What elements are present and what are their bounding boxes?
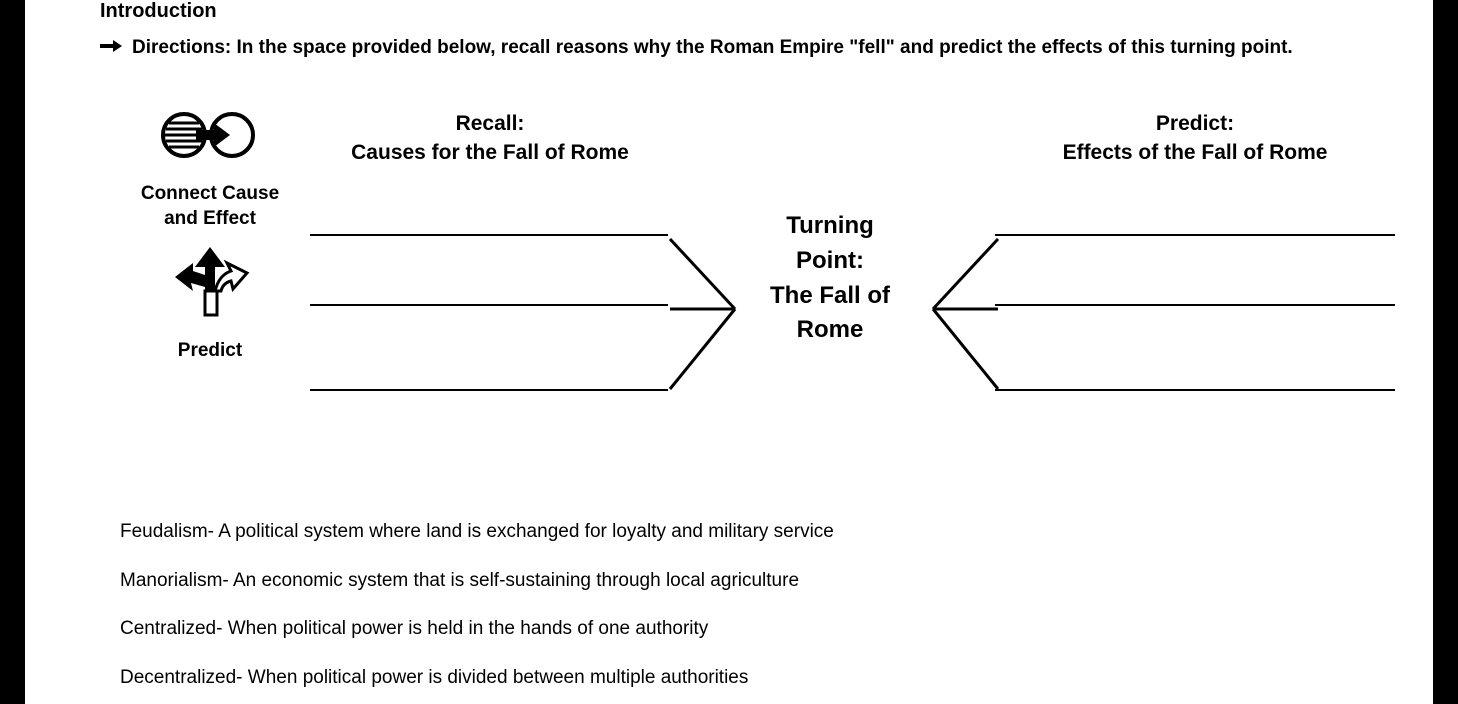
predict-fork-icon xyxy=(120,245,300,326)
predict-blank-line-3 xyxy=(995,389,1395,391)
turning-point-line3: The Fall of xyxy=(770,282,890,309)
left-icons-group: Connect Cause and Effect Predict xyxy=(120,109,300,362)
recall-heading: Recall: Causes for the Fall of Rome xyxy=(310,109,670,168)
section-title: Introduction xyxy=(100,0,1423,23)
turning-point-line4: Rome xyxy=(797,316,864,343)
definition-manorialism: Manorialism- An economic system that is … xyxy=(120,568,1423,595)
connect-label-line1: Connect Cause xyxy=(141,183,279,204)
recall-blank-line-3 xyxy=(310,389,668,391)
definitions-block: Feudalism- A political system where land… xyxy=(120,519,1423,691)
connect-label-line2: and Effect xyxy=(164,208,256,229)
predict-heading-line1: Predict: xyxy=(1156,112,1234,135)
arrow-bullet-icon xyxy=(100,39,122,57)
turning-point-line2: Point: xyxy=(796,247,864,274)
definition-feudalism: Feudalism- A political system where land… xyxy=(120,519,1423,546)
predict-blank-line-2 xyxy=(995,304,1395,306)
converge-right-arrow-icon xyxy=(665,234,743,399)
definition-centralized: Centralized- When political power is hel… xyxy=(120,616,1423,643)
connect-cause-effect-icon xyxy=(120,109,300,166)
diverge-left-arrow-icon xyxy=(925,234,1003,399)
definition-decentralized: Decentralized- When political power is d… xyxy=(120,665,1423,692)
predict-heading: Predict: Effects of the Fall of Rome xyxy=(995,109,1395,168)
directions-row: Directions: In the space provided below,… xyxy=(100,37,1423,59)
predict-blank-line-1 xyxy=(995,234,1395,236)
recall-heading-line1: Recall: xyxy=(456,112,525,135)
turning-point-line1: Turning xyxy=(786,212,874,239)
predict-label: Predict xyxy=(120,340,300,362)
turning-point-label: Turning Point: The Fall of Rome xyxy=(735,209,925,348)
diagram-area: Connect Cause and Effect Predict xyxy=(35,109,1423,449)
recall-blank-line-1 xyxy=(310,234,668,236)
connect-label: Connect Cause and Effect xyxy=(120,182,300,231)
recall-heading-line2: Causes for the Fall of Rome xyxy=(351,141,629,164)
predict-heading-line2: Effects of the Fall of Rome xyxy=(1063,141,1328,164)
directions-text: Directions: In the space provided below,… xyxy=(132,37,1293,59)
recall-blank-line-2 xyxy=(310,304,668,306)
page-container: Introduction Directions: In the space pr… xyxy=(25,0,1433,704)
